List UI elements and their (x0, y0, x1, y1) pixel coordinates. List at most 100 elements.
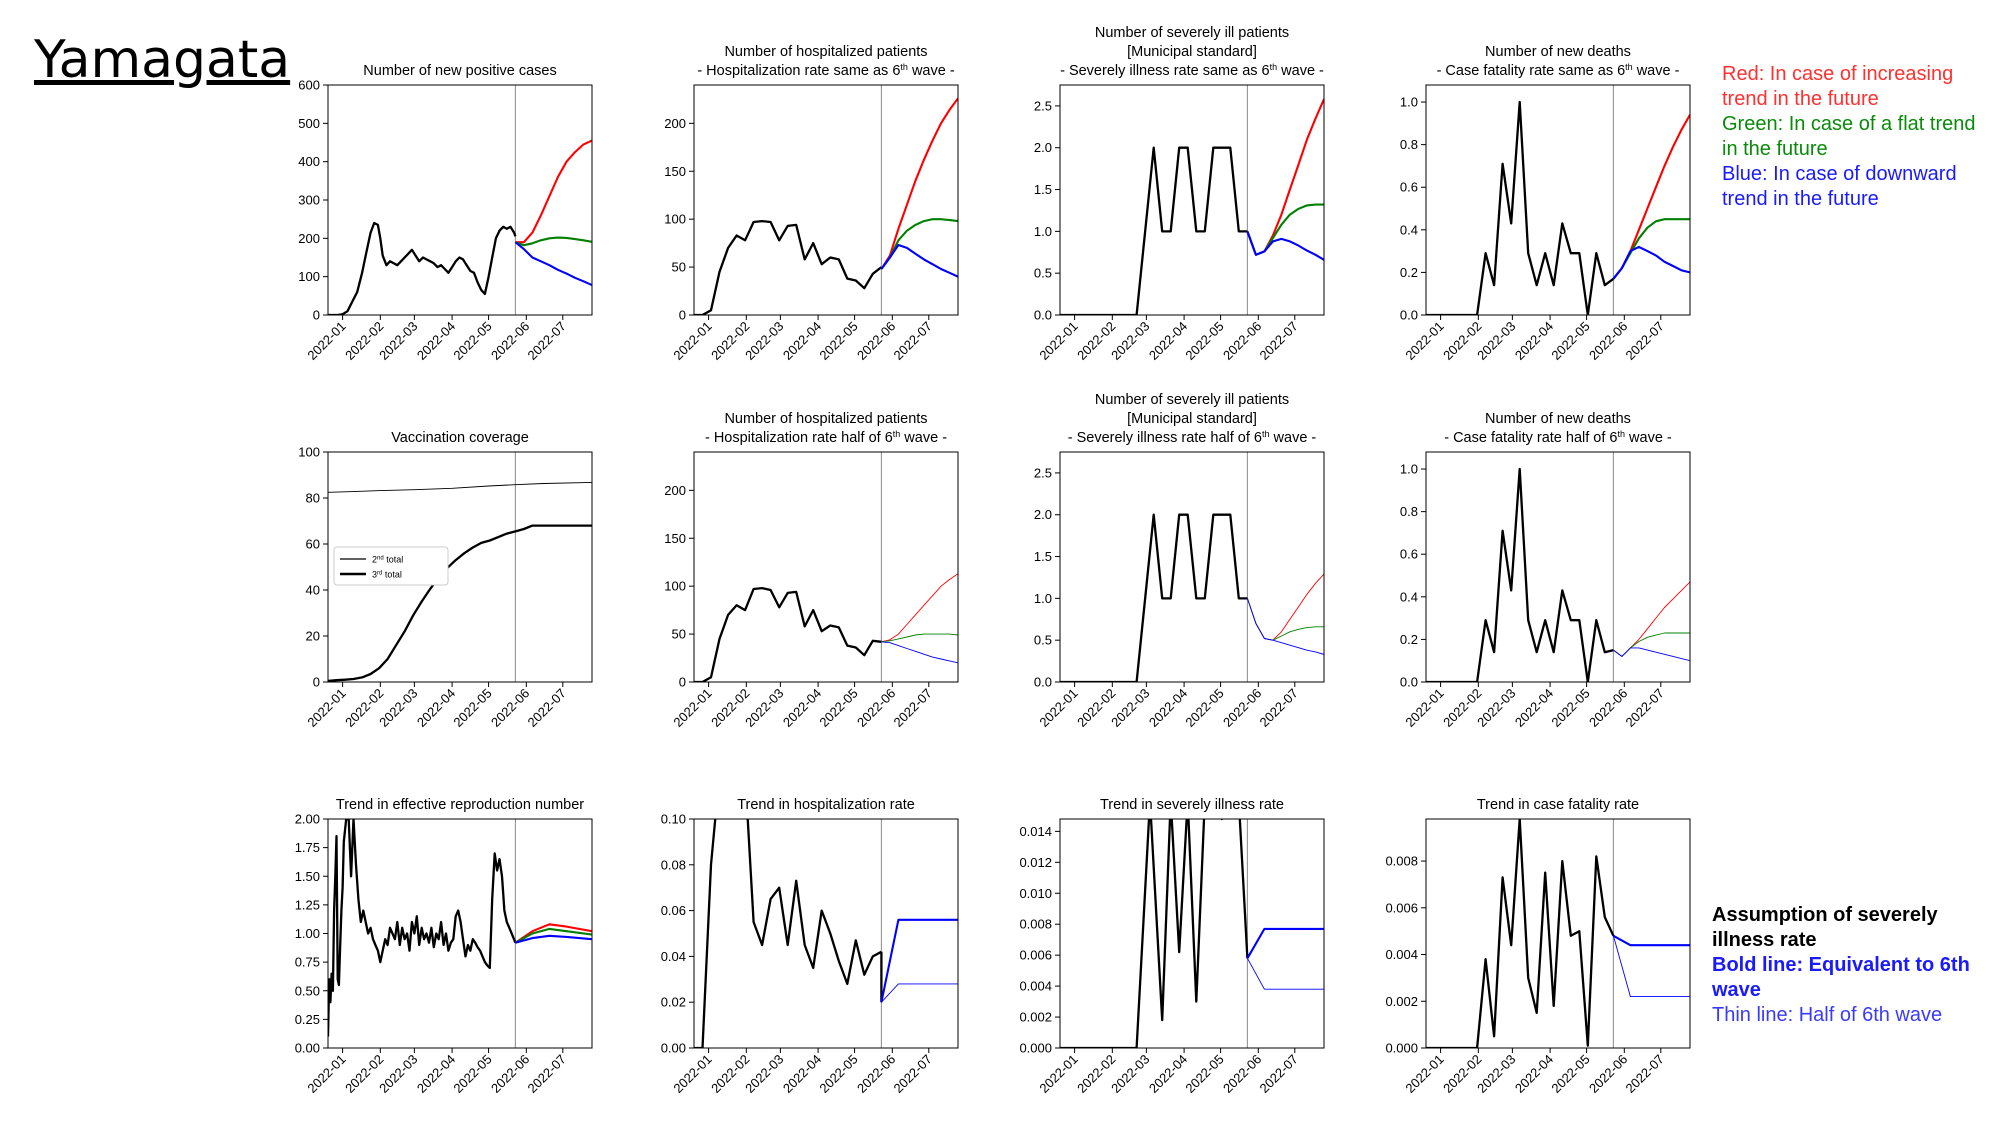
y-tick-label: 0.000 (1385, 1041, 1418, 1056)
assumption-bold: Bold line: Equivalent to 6th wave (1712, 954, 1970, 1001)
series-line-increase (515, 139, 592, 244)
chart-title-line: - Case fatality rate half of 6th wave - (1444, 429, 1672, 446)
x-tick-label: 2022-04 (780, 319, 824, 363)
y-tick-label: 100 (664, 212, 686, 227)
series-line-flat (1246, 203, 1324, 256)
y-tick-label: 200 (664, 483, 686, 498)
x-tick-label: 2022-04 (414, 686, 458, 730)
plot-frame (693, 451, 959, 683)
series-line-down (514, 241, 592, 287)
y-tick-label: 0.00 (661, 1041, 686, 1056)
y-tick-label: 0.6 (1400, 547, 1418, 562)
y-tick-label: 0.002 (1385, 994, 1418, 1009)
x-tick-label: 2022-05 (1548, 1052, 1592, 1096)
series-line-down (1246, 231, 1324, 261)
y-tick-label: 100 (298, 445, 320, 460)
chart-title-line: Number of hospitalized patients (724, 411, 927, 427)
legend-box (333, 546, 449, 586)
y-tick-label: 0.10 (661, 812, 686, 827)
y-tick-label: 0.8 (1400, 504, 1418, 519)
series-line-increase (1246, 98, 1324, 256)
y-tick-label: 20 (306, 629, 320, 644)
plot-frame (1059, 84, 1325, 316)
x-tick-label: 2022-07 (525, 319, 569, 363)
plot-frame (327, 818, 593, 1049)
series-line-observed (1426, 819, 1615, 1048)
x-tick-label: 2022-01 (1036, 1052, 1080, 1096)
series-line-observed (1060, 146, 1248, 315)
y-tick-label: 0.008 (1385, 854, 1418, 869)
assumption-heading: Assumption of severely illness rate (1712, 904, 1938, 951)
y-tick-label: 0.4 (1400, 589, 1418, 604)
series-line-increase (1613, 581, 1690, 657)
y-tick-label: 2.0 (1034, 507, 1052, 522)
y-tick-label: 50 (672, 260, 686, 275)
x-tick-label: 2022-05 (450, 1052, 494, 1096)
series-line-increase (1246, 573, 1324, 641)
series-line-down (515, 934, 592, 944)
y-tick-label: 0.6 (1400, 180, 1418, 195)
series-line-down (880, 918, 958, 1003)
x-tick-label: 2022-03 (742, 686, 786, 730)
x-tick-label: 2022-01 (304, 319, 348, 363)
chart-panel-2: Number of hospitalized patients - Hospita… (664, 44, 959, 363)
x-tick-label: 2022-03 (742, 319, 786, 363)
series-line-increase (880, 97, 958, 270)
chart-title-line: Trend in effective reproduction number (336, 797, 584, 813)
y-tick-label: 0.2 (1400, 632, 1418, 647)
x-tick-label: 2022-03 (1108, 686, 1152, 730)
y-tick-label: 2.0 (1034, 140, 1052, 155)
chart-panel-7: Number of severely ill patients [Municipa… (1034, 392, 1325, 730)
chart-panel-10: Trend in hospitalization rate 0.00 0.02 0.0… (661, 797, 959, 1096)
x-tick-label: 2022-05 (816, 319, 860, 363)
x-tick-label: 2022-04 (414, 319, 458, 363)
series-line-flat (880, 218, 958, 270)
chart-title-line: Trend in severely illness rate (1100, 797, 1284, 813)
y-tick-label: 2.5 (1034, 465, 1052, 480)
y-tick-label: 0.50 (295, 983, 320, 998)
x-tick-label: 2022-07 (891, 686, 935, 730)
series-line-down (880, 243, 958, 278)
chart-panel-4: Number of new deaths - Case fatality rate… (1400, 44, 1691, 363)
x-tick-label: 2022-03 (1108, 319, 1152, 363)
y-tick-label: 0.0 (1400, 675, 1418, 690)
series-line-flat (515, 236, 592, 247)
y-tick-label: 400 (298, 154, 320, 169)
x-tick-label: 2022-04 (1146, 1052, 1190, 1096)
x-tick-label: 2022-03 (742, 1052, 786, 1096)
y-tick-label: 0.5 (1034, 266, 1052, 281)
x-tick-label: 2022-06 (1220, 1052, 1264, 1096)
x-tick-label: 2022-05 (450, 319, 494, 363)
x-tick-label: 2022-07 (1257, 686, 1301, 730)
note-red: Red: In case of increasing trend in the … (1722, 63, 1954, 110)
y-tick-label: 100 (664, 579, 686, 594)
series-line-observed (1426, 100, 1615, 315)
y-tick-label: 200 (664, 116, 686, 131)
chart-title-line: Number of new positive cases (363, 63, 556, 79)
series-line-flat (881, 633, 958, 643)
x-tick-label: 2022-06 (488, 686, 532, 730)
y-tick-label: 2.00 (295, 812, 320, 827)
chart-title-line: Trend in case fatality rate (1477, 797, 1639, 813)
assumption-thin: Thin line: Half of 6th wave (1712, 1004, 1943, 1026)
x-tick-label: 2022-06 (854, 319, 898, 363)
y-tick-label: 0 (313, 308, 320, 323)
y-tick-label: 1.5 (1034, 549, 1052, 564)
y-tick-label: 0.002 (1019, 1010, 1052, 1025)
x-tick-label: 2022-01 (304, 686, 348, 730)
y-tick-label: 0.006 (1019, 948, 1052, 963)
plot-frame (1425, 818, 1691, 1049)
x-tick-label: 2022-01 (1402, 1052, 1446, 1096)
y-tick-label: 0.4 (1400, 222, 1418, 237)
y-tick-label: 150 (664, 531, 686, 546)
y-tick-label: 1.5 (1034, 182, 1052, 197)
x-tick-label: 2022-01 (304, 1052, 348, 1096)
chart-title-line: Vaccination coverage (391, 430, 529, 446)
y-tick-label: 0.004 (1019, 979, 1052, 994)
chart-panel-3: Number of severely ill patients [Municipa… (1034, 25, 1325, 363)
chart-title-line: - Case fatality rate same as 6th wave - (1437, 62, 1680, 79)
x-tick-label: 2022-07 (1623, 1052, 1667, 1096)
x-tick-label: 2022-07 (1623, 686, 1667, 730)
x-tick-label: 2022-06 (1586, 686, 1630, 730)
y-tick-label: 0.008 (1019, 917, 1052, 932)
